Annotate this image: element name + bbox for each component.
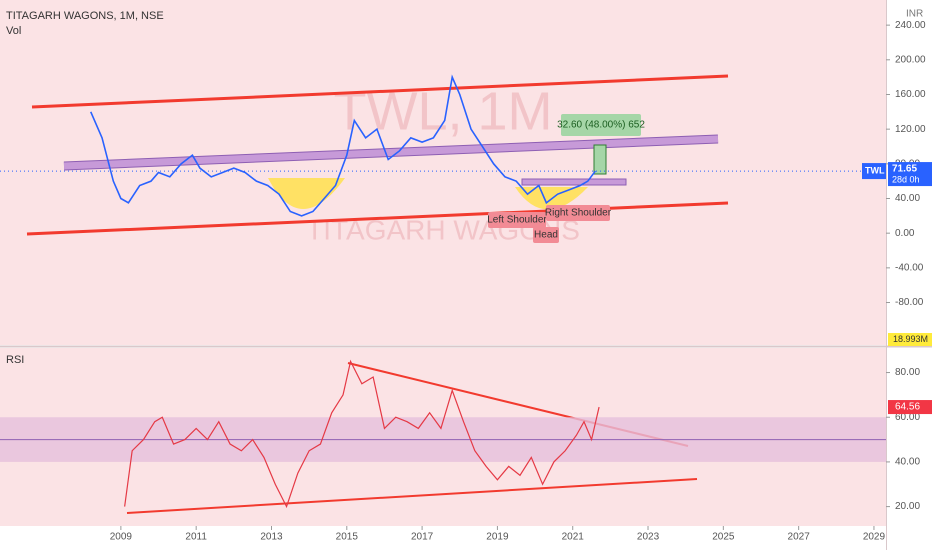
last-price: 71.65 <box>892 164 917 175</box>
neckline <box>63 135 719 170</box>
pattern-tag <box>546 205 610 221</box>
x-tick-label: 2023 <box>637 532 660 543</box>
watermark-symbol: TWL, 1M <box>333 81 552 141</box>
currency: INR <box>906 9 923 20</box>
x-tick-label: 2013 <box>260 532 283 543</box>
volume-title: Vol <box>6 25 21 37</box>
x-tick-label: 2019 <box>486 532 509 543</box>
y-tick-label: 200.00 <box>895 54 926 65</box>
y-tick-label: 40.00 <box>895 457 920 468</box>
rsi-last-tag <box>888 400 932 415</box>
y-tick-label: 160.00 <box>895 89 926 100</box>
measure-range <box>593 144 607 175</box>
x-tick-label: 2029 <box>863 532 886 543</box>
rsi-line <box>124 359 600 509</box>
x-tick-label: 2027 <box>788 532 811 543</box>
x-tick-label: 2011 <box>185 532 207 543</box>
y-tick-label: 120.00 <box>895 124 926 135</box>
y-tick-label: 0.00 <box>895 228 915 239</box>
y-tick-label: 240.00 <box>895 20 926 31</box>
support-box <box>521 178 627 186</box>
volume-last: 18.993M <box>893 334 928 344</box>
lower-channel <box>26 201 729 236</box>
symbol: TWL <box>865 165 885 175</box>
upper-channel <box>31 74 729 109</box>
rsi-trendline <box>126 478 698 514</box>
y-tick-label: -80.00 <box>895 297 924 308</box>
symbol-tag <box>862 163 886 180</box>
last-price-tag <box>888 162 932 187</box>
chart-title: TITAGARH WAGONS, 1M, NSE <box>6 10 164 22</box>
pattern-tag <box>488 212 546 228</box>
y-tick-label: 80.00 <box>895 367 920 378</box>
x-tick-label: 2017 <box>411 532 434 543</box>
y-tick-label: 60.00 <box>895 412 920 423</box>
price-line <box>90 74 596 217</box>
countdown: 28d 0h <box>892 174 920 184</box>
x-tick-label: 2015 <box>336 532 359 543</box>
pattern-tag <box>533 227 559 243</box>
x-tick-label: 2009 <box>110 532 133 543</box>
y-tick-label: 40.00 <box>895 193 920 204</box>
y-tick-label: -40.00 <box>895 262 924 273</box>
pattern-left: Left Shoulder <box>487 215 547 226</box>
cup-shape <box>268 178 345 209</box>
measure-box <box>561 114 641 136</box>
x-tick-label: 2021 <box>562 532 585 543</box>
rsi-last: 64.56 <box>895 402 920 413</box>
price-pane <box>0 0 886 345</box>
rsi-title: RSI <box>6 354 24 366</box>
measure-label: 32.60 (48.00%) 652 <box>557 120 645 131</box>
x-tick-label: 2025 <box>712 532 735 543</box>
y-tick-label: 20.00 <box>895 501 920 512</box>
pattern-head: Head <box>534 230 558 241</box>
pattern-right: Right Shoulder <box>545 208 612 219</box>
volume-tag <box>888 333 932 346</box>
